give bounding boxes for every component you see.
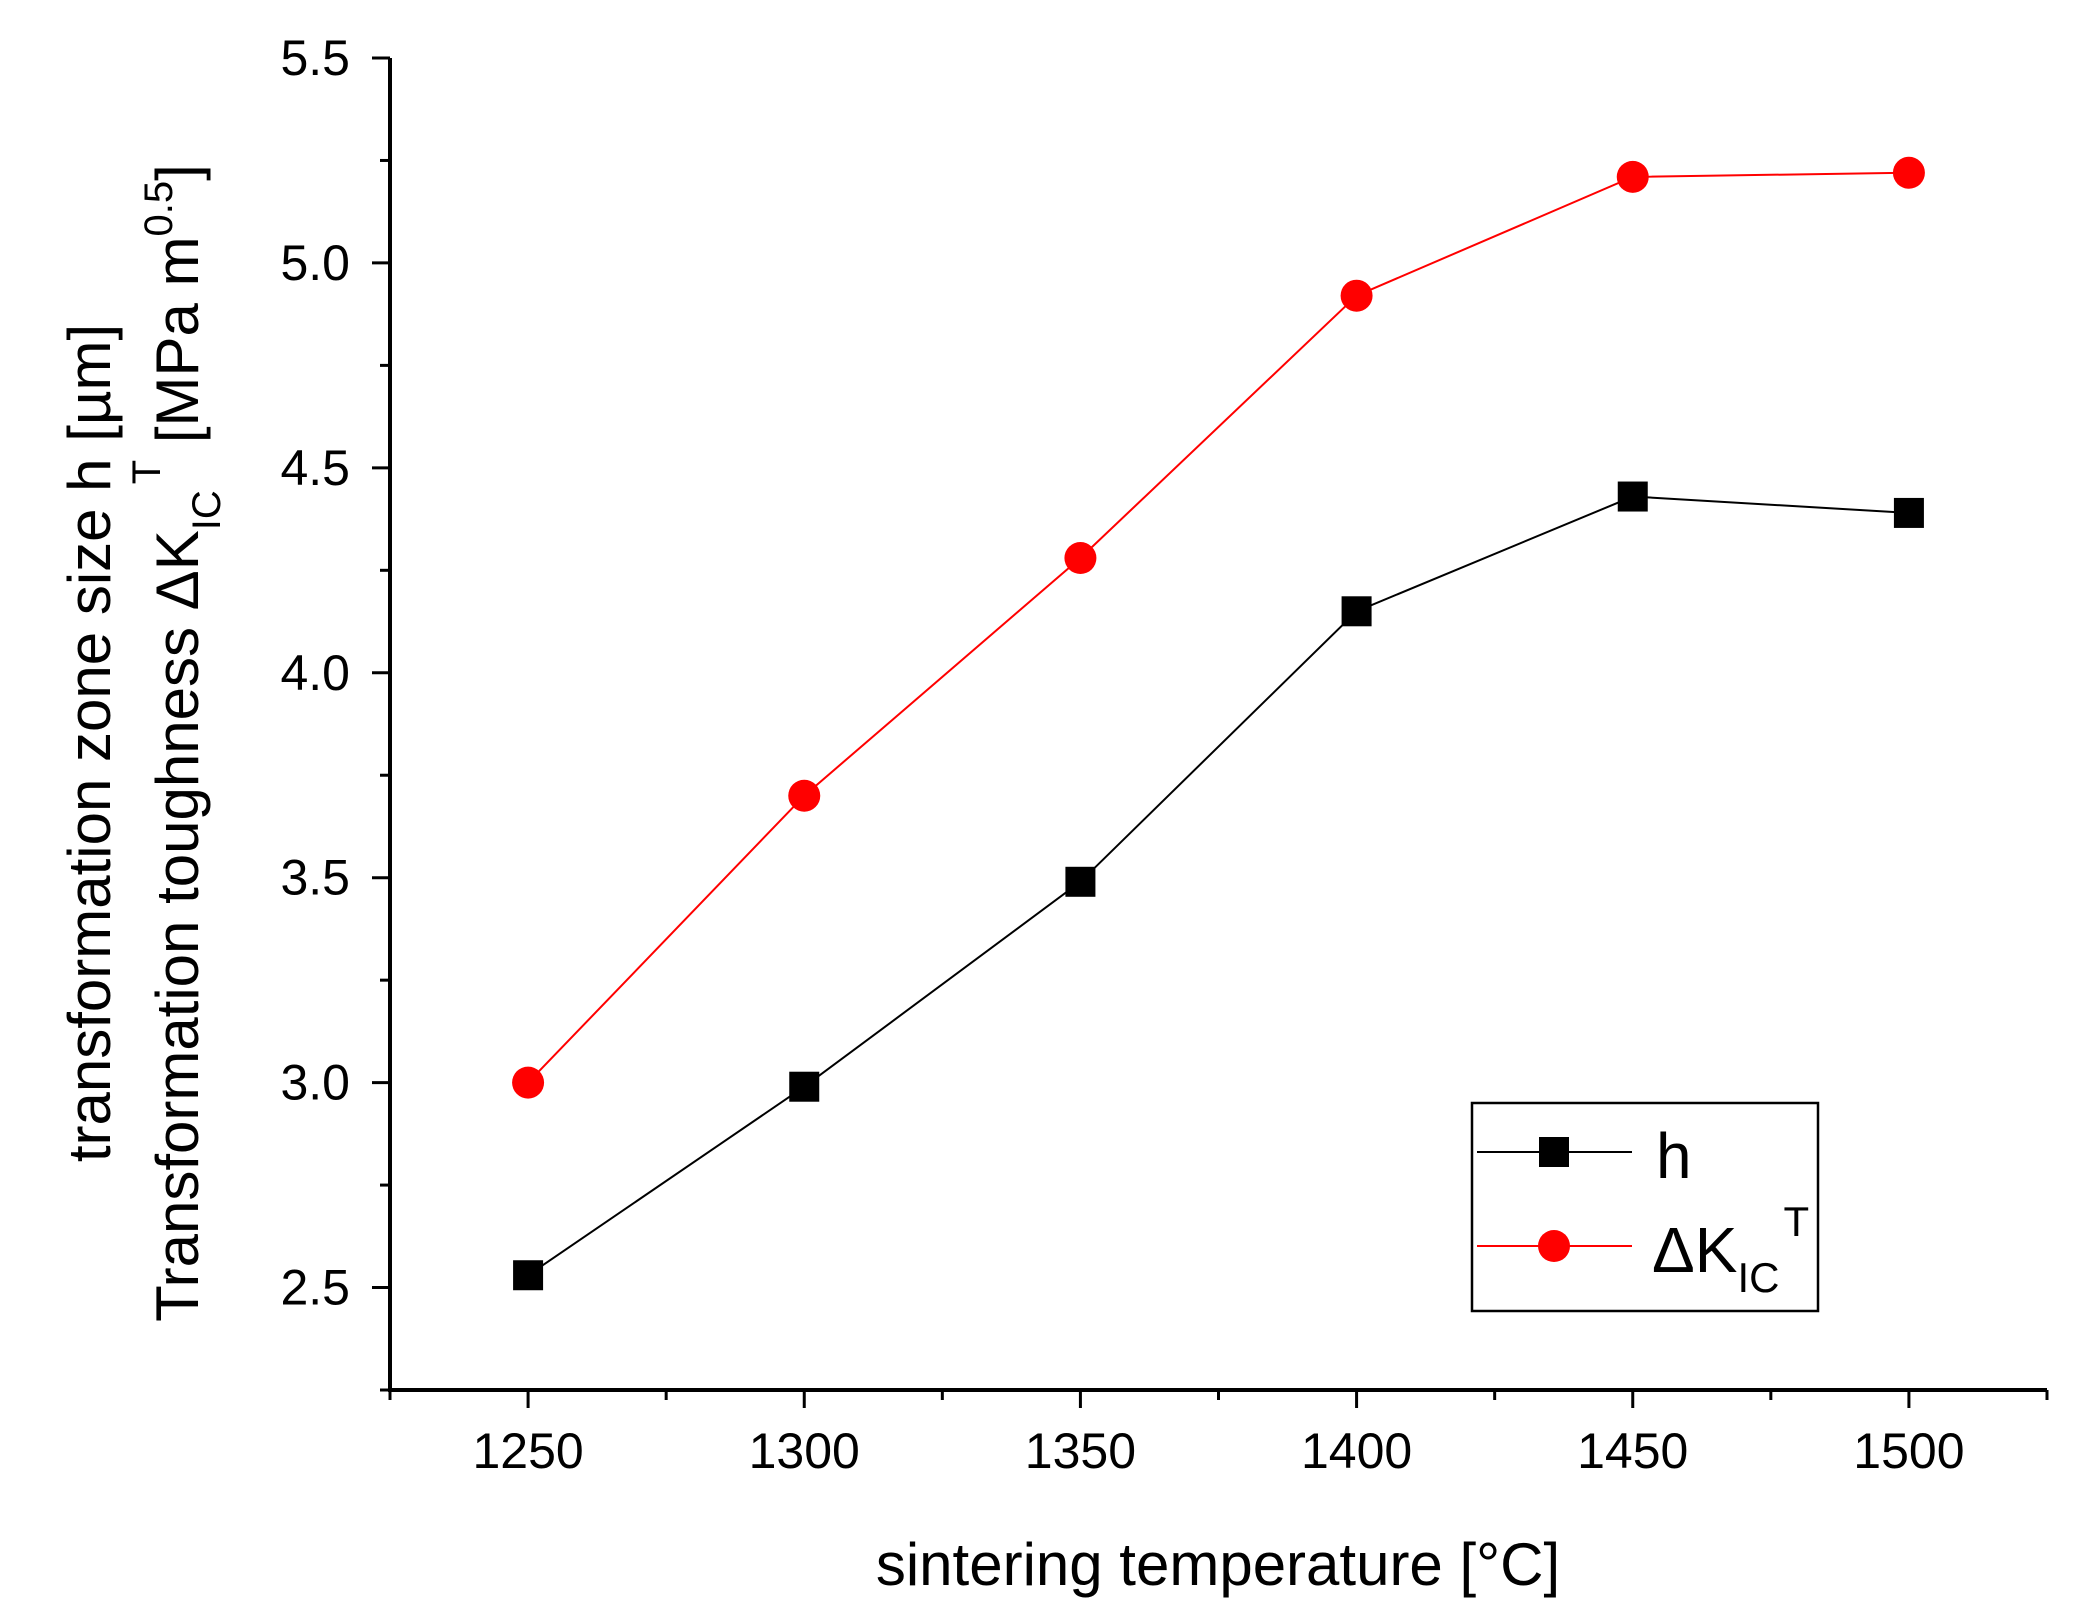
y-axis-title-line2-suffix-sup: 0.5	[137, 181, 181, 237]
x-tick-label: 1500	[1853, 1423, 1964, 1479]
data-point-h	[1065, 866, 1096, 897]
y-tick-label: 4.5	[280, 440, 350, 496]
legend-label-h: h	[1656, 1120, 1692, 1192]
y-axis-title-line2-prefix: Transformation toughness ΔK	[144, 530, 211, 1322]
legend-marker-h	[1539, 1137, 1569, 1167]
y-axis-title-line2-sub: IC	[185, 490, 229, 530]
x-tick-label: 1400	[1301, 1423, 1412, 1479]
data-point-dkic	[788, 779, 821, 812]
y-axis-title-line2-suffix-start: [MPa m	[144, 236, 211, 459]
series-line-1	[527, 171, 1909, 1084]
y-axis-title-line2: Transformation toughness ΔKIC T [MPa m0.5…	[125, 164, 229, 1322]
data-point-dkic	[1616, 160, 1649, 193]
data-point-dkic	[1340, 279, 1373, 312]
data-point-h	[789, 1071, 820, 1102]
legend-label-dk: ΔKICT	[1652, 1198, 1809, 1301]
legend-label-dk-main: ΔK	[1652, 1214, 1737, 1286]
data-point-h	[1893, 497, 1924, 528]
data-point-h	[513, 1260, 544, 1291]
y-axis-title-line2-group: Transformation toughness ΔKIC T [MPa m0.5…	[125, 164, 229, 1322]
y-axis-title-line2-suffix-end: ]	[144, 164, 211, 181]
data-point-dkic	[1892, 156, 1925, 189]
x-tick-label: 1450	[1577, 1423, 1688, 1479]
legend-label-dk-sup: T	[1783, 1198, 1809, 1245]
legend: h ΔKICT	[1470, 1101, 1820, 1313]
legend-box	[1470, 1101, 1820, 1313]
x-tick-label: 1300	[749, 1423, 860, 1479]
y-tick-label: 2.5	[280, 1260, 350, 1316]
y-tick-label: 5.5	[280, 30, 350, 86]
y-tick-label: 4.0	[280, 645, 350, 701]
y-axis-title-line1-group: transformation zone size h [µm]	[56, 324, 123, 1162]
x-tick-label: 1250	[472, 1423, 583, 1479]
data-point-h	[1617, 481, 1648, 512]
y-axis-title-line1: transformation zone size h [µm]	[56, 324, 123, 1162]
x-ticks: 1250 1300 1350 1400 1450 1500	[388, 1390, 2049, 1479]
data-point-dkic	[512, 1066, 545, 1099]
y-ticks: 2.5 3.0 3.5 4.0 4.5 5.0 5.5	[280, 30, 390, 1392]
data-point-dkic	[1064, 542, 1097, 575]
legend-marker-dk	[1538, 1230, 1570, 1262]
series-line-0	[527, 495, 1909, 1277]
data-point-h	[1341, 596, 1372, 627]
y-tick-label: 3.0	[280, 1055, 350, 1111]
y-tick-label: 3.5	[280, 850, 350, 906]
series-layer	[512, 156, 1925, 1291]
x-tick-label: 1350	[1025, 1423, 1136, 1479]
y-tick-label: 5.0	[280, 235, 350, 291]
x-axis-title: sintering temperature [°C]	[876, 1531, 1560, 1598]
legend-label-dk-sub: IC	[1737, 1254, 1779, 1301]
y-axis-title-line2-sup: T	[125, 460, 169, 484]
